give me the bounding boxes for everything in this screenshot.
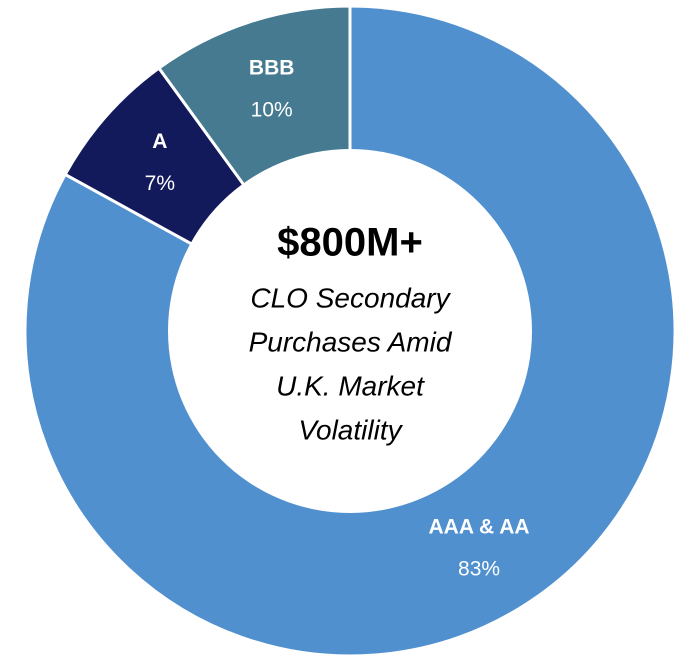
center-subtitle: CLO Secondary — [250, 282, 451, 313]
center-subtitle: Volatility — [298, 414, 403, 445]
segment-value: 83% — [458, 558, 500, 581]
segment-label: BBB — [249, 56, 295, 79]
segment-value: 10% — [251, 98, 293, 121]
segment-label: A — [152, 130, 167, 153]
segment-value: 7% — [145, 172, 175, 195]
donut-hole — [168, 149, 532, 513]
segment-label: AAA & AA — [428, 516, 529, 539]
center-subtitle: Purchases Amid — [249, 326, 453, 357]
center-subtitle: U.K. Market — [276, 370, 425, 401]
center-title: $800M+ — [277, 221, 423, 265]
